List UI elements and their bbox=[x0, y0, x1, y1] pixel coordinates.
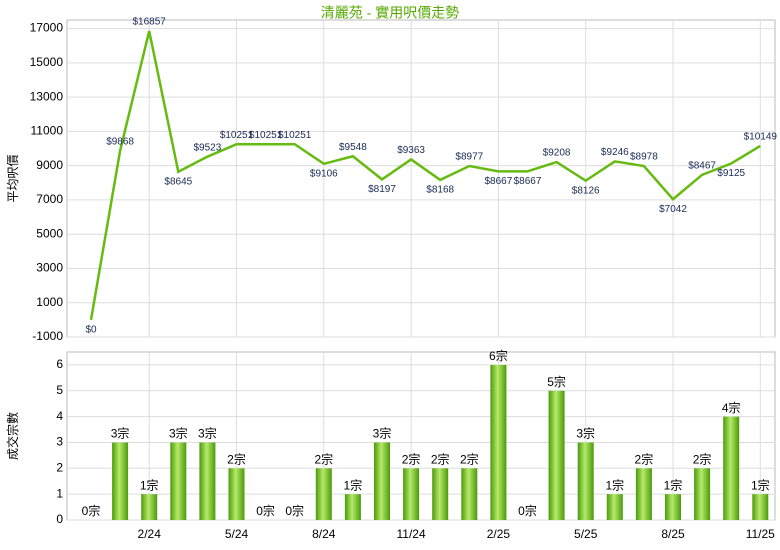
data-label: $9208 bbox=[543, 148, 571, 159]
y-tick-label: 0 bbox=[56, 512, 63, 526]
y-tick-label: 11000 bbox=[31, 124, 64, 138]
data-label: 3宗 bbox=[198, 426, 217, 441]
y-tick-label: 2 bbox=[56, 460, 63, 474]
x-tick-label: 8/25 bbox=[661, 527, 685, 541]
data-label: 0宗 bbox=[518, 503, 537, 518]
line bbox=[89, 30, 761, 321]
data-label: 2宗 bbox=[460, 451, 479, 466]
y-tick-label: 5 bbox=[56, 383, 63, 397]
bar bbox=[548, 390, 565, 520]
bar bbox=[606, 494, 623, 520]
data-label: 0宗 bbox=[82, 503, 101, 518]
data-label: $8645 bbox=[164, 176, 192, 187]
data-label: 6宗 bbox=[489, 348, 508, 363]
bar bbox=[141, 494, 158, 520]
data-label: $10251 bbox=[278, 130, 312, 141]
y-tick-label: 15000 bbox=[30, 55, 64, 69]
data-label: 2宗 bbox=[402, 451, 421, 466]
data-label: $8667 bbox=[484, 176, 512, 187]
data-label: $8978 bbox=[630, 152, 658, 163]
data-label: $8126 bbox=[572, 185, 600, 196]
data-label: 3宗 bbox=[576, 426, 595, 441]
y-tick-label: 6 bbox=[56, 357, 63, 371]
bar bbox=[665, 494, 681, 520]
bar bbox=[635, 468, 652, 520]
data-label: $16857 bbox=[133, 17, 167, 28]
y-axis-label: 成交宗數 bbox=[5, 412, 20, 460]
bar bbox=[490, 364, 507, 520]
x-tick-label: 2/24 bbox=[138, 527, 162, 541]
y-tick-label: 3 bbox=[56, 435, 63, 449]
y-tick-label: 4 bbox=[56, 409, 63, 423]
bar bbox=[403, 468, 420, 520]
data-label: $8168 bbox=[426, 185, 454, 196]
data-label: 3宗 bbox=[373, 426, 392, 441]
data-label: 0宗 bbox=[256, 503, 275, 518]
data-label: 3宗 bbox=[111, 426, 130, 441]
data-label: 1宗 bbox=[140, 477, 159, 492]
data-label: 3宗 bbox=[169, 426, 188, 441]
data-label: $9246 bbox=[601, 147, 629, 158]
data-label: 2宗 bbox=[314, 451, 333, 466]
bar bbox=[199, 442, 216, 520]
y-tick-label: 17000 bbox=[30, 21, 64, 35]
data-label: 2宗 bbox=[431, 451, 450, 466]
y-tick-label: 3000 bbox=[36, 261, 63, 275]
data-label: $8977 bbox=[455, 152, 483, 163]
bar bbox=[577, 442, 594, 520]
bar bbox=[432, 468, 449, 520]
bar bbox=[374, 442, 390, 520]
data-label: 1宗 bbox=[664, 477, 683, 492]
data-label: $9548 bbox=[339, 142, 367, 153]
data-label: $10251 bbox=[220, 130, 254, 141]
y-tick-label: 1 bbox=[56, 486, 63, 500]
data-label: 1宗 bbox=[751, 477, 770, 492]
data-label: 0宗 bbox=[285, 503, 304, 518]
data-label: $0 bbox=[85, 325, 97, 336]
y-axis-label: 平均呎價 bbox=[6, 154, 20, 202]
x-tick-label: 11/25 bbox=[746, 527, 775, 541]
x-tick-label: 5/24 bbox=[225, 527, 249, 541]
data-label: $9523 bbox=[193, 142, 221, 153]
data-label: $9125 bbox=[717, 168, 745, 179]
bar bbox=[315, 468, 332, 520]
data-label: $8667 bbox=[514, 176, 542, 187]
data-label: 2宗 bbox=[693, 451, 712, 466]
data-label: $7042 bbox=[659, 204, 687, 215]
bar bbox=[344, 494, 361, 520]
bar bbox=[752, 494, 769, 520]
bar bbox=[723, 416, 740, 520]
data-label: 1宗 bbox=[344, 477, 363, 492]
data-label: 5宗 bbox=[547, 374, 566, 389]
bar bbox=[461, 468, 478, 520]
y-tick-label: 1000 bbox=[36, 295, 63, 309]
data-label: 2宗 bbox=[227, 451, 246, 466]
x-tick-label: 8/24 bbox=[312, 527, 336, 541]
y-tick-label: -1000 bbox=[32, 329, 63, 343]
data-label: $8197 bbox=[368, 184, 396, 195]
bar bbox=[170, 442, 187, 520]
data-label: $9363 bbox=[397, 145, 425, 156]
bar bbox=[112, 442, 129, 520]
data-label: $9106 bbox=[310, 168, 338, 179]
data-label: $9868 bbox=[106, 136, 134, 147]
data-label: $10251 bbox=[249, 130, 283, 141]
x-tick-label: 11/24 bbox=[397, 527, 426, 541]
x-tick-label: 5/25 bbox=[574, 527, 598, 541]
bar bbox=[228, 468, 245, 520]
y-tick-label: 7000 bbox=[36, 192, 63, 206]
data-label: 4宗 bbox=[722, 400, 741, 415]
x-tick-label: 2/25 bbox=[487, 527, 511, 541]
y-tick-label: 9000 bbox=[36, 158, 63, 172]
chart-title: 清麗苑 - 實用呎價走勢 bbox=[321, 5, 459, 21]
y-tick-label: 5000 bbox=[36, 226, 63, 240]
y-tick-label: 13000 bbox=[30, 89, 64, 103]
data-label: $10149 bbox=[744, 132, 778, 143]
data-label: 2宗 bbox=[635, 451, 654, 466]
data-label: $8467 bbox=[688, 160, 716, 171]
data-label: 1宗 bbox=[605, 477, 624, 492]
bar bbox=[694, 468, 711, 520]
